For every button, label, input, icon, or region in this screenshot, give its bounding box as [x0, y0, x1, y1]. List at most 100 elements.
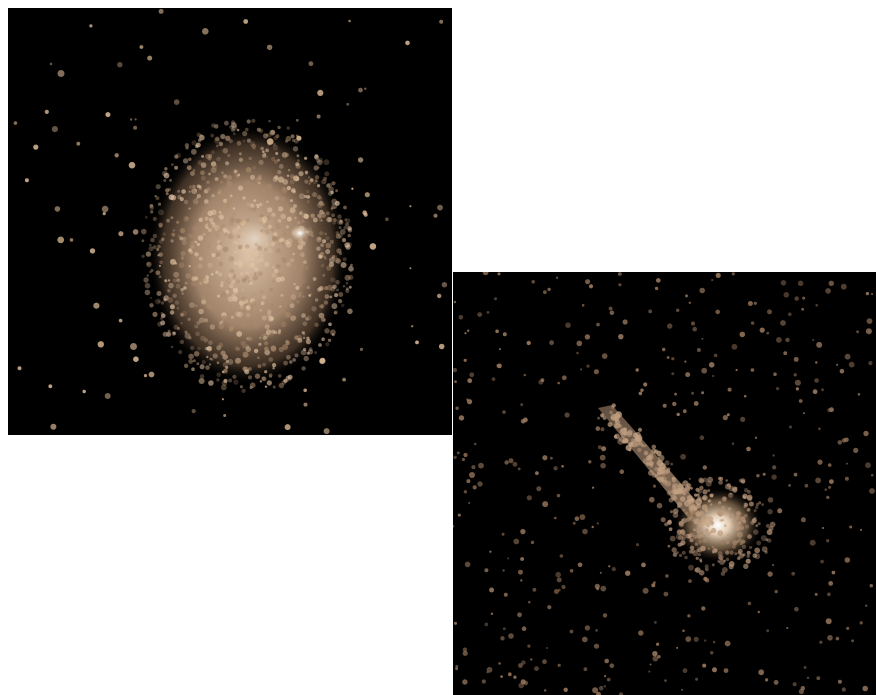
background-speck: [766, 331, 770, 335]
background-speck: [456, 451, 460, 455]
background-speck: [827, 635, 833, 641]
cluster-speck: [204, 216, 209, 221]
cluster-speck: [283, 360, 288, 366]
cluster-speck: [158, 251, 163, 257]
tail-speck: [647, 454, 654, 461]
halo-speck: [767, 509, 773, 515]
background-speck: [472, 485, 477, 490]
cluster-speck: [293, 204, 297, 209]
background-speck: [453, 525, 455, 528]
cluster-speck: [171, 232, 176, 237]
tail-speck: [656, 450, 662, 456]
cluster-speck: [275, 134, 280, 139]
background-speck: [536, 486, 542, 492]
cluster-speck: [242, 351, 249, 358]
halo-speck: [672, 508, 679, 514]
cluster-speck: [226, 277, 232, 284]
background-speck: [708, 362, 715, 368]
cluster-speck: [238, 157, 243, 162]
background-source: [114, 153, 119, 158]
tail-speck: [708, 521, 713, 526]
background-speck: [710, 651, 714, 655]
cluster-speck: [302, 321, 308, 327]
halo-speck: [745, 558, 751, 564]
halo-speck: [736, 511, 741, 516]
cluster-speck: [211, 163, 218, 170]
background-speck: [750, 368, 755, 372]
halo-speck: [685, 517, 691, 522]
cluster-speck: [300, 278, 307, 284]
cluster-speck: [261, 188, 267, 195]
background-speck: [503, 592, 508, 597]
halo-speck: [711, 545, 715, 549]
cluster-speck: [251, 258, 255, 261]
tail-speck: [697, 496, 702, 502]
background-source: [128, 161, 136, 169]
halo-speck: [728, 492, 734, 498]
cluster-speck: [186, 165, 192, 171]
cluster-speck: [253, 322, 257, 326]
halo-speck: [744, 514, 748, 518]
cluster-speck: [141, 254, 145, 258]
cluster-speck: [319, 209, 324, 215]
cluster-speck: [285, 292, 291, 297]
background-source: [319, 357, 326, 364]
halo-speck: [747, 507, 751, 512]
background-speck: [794, 379, 801, 386]
background-speck: [667, 323, 673, 329]
background-speck: [727, 387, 732, 392]
cluster-speck: [205, 232, 210, 237]
cluster-speck: [318, 200, 324, 206]
background-speck: [713, 353, 718, 358]
background-speck: [467, 329, 470, 332]
tail-speck: [665, 469, 670, 474]
cluster-speck: [290, 174, 295, 180]
cluster-speck: [246, 202, 250, 206]
cluster-speck: [321, 213, 326, 218]
cluster-speck: [253, 348, 259, 354]
halo-speck: [725, 540, 730, 545]
cluster-speck: [306, 351, 310, 355]
background-speck: [664, 679, 667, 682]
background-speck: [520, 557, 524, 561]
halo-speck: [692, 550, 699, 557]
background-source: [44, 109, 49, 114]
cluster-speck: [242, 131, 248, 137]
cluster-speck: [254, 272, 257, 276]
cluster-speck: [221, 224, 226, 228]
cluster-speck: [263, 152, 267, 156]
halo-speck: [695, 556, 699, 560]
cluster-speck: [272, 367, 275, 370]
cluster-speck: [272, 385, 276, 389]
background-source: [89, 248, 96, 254]
background-speck: [454, 380, 457, 383]
tail-speck: [634, 436, 640, 442]
cluster-speck: [326, 216, 332, 223]
background-speck: [491, 377, 496, 381]
cluster-speck: [214, 225, 221, 231]
cluster-speck: [149, 243, 152, 247]
background-speck: [827, 463, 832, 467]
cluster-speck: [254, 242, 259, 247]
cluster-speck: [225, 289, 230, 294]
background-speck: [559, 554, 564, 558]
cluster-speck: [192, 359, 196, 363]
background-speck: [502, 332, 507, 337]
background-speck: [481, 679, 486, 684]
cluster-speck: [295, 162, 300, 167]
cluster-speck: [193, 351, 200, 357]
cluster-speck: [205, 302, 212, 309]
tail-speck: [695, 510, 701, 517]
background-speck: [576, 351, 579, 355]
background-speck: [478, 462, 484, 469]
cluster-speck: [232, 228, 238, 234]
halo-speck: [734, 524, 741, 531]
cluster-speck: [181, 189, 186, 194]
background-speck: [463, 490, 468, 494]
background-speck: [681, 688, 684, 691]
halo-speck: [735, 511, 742, 517]
background-source: [194, 189, 197, 192]
cluster-speck: [220, 281, 224, 284]
halo-speck: [741, 539, 746, 544]
tail-speck: [607, 422, 613, 427]
